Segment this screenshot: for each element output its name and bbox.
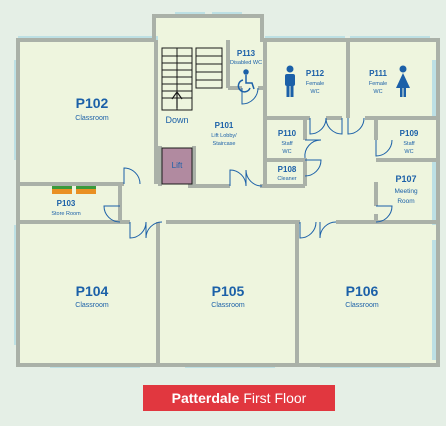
- store-shelf: [76, 186, 96, 194]
- store-shelf: [52, 186, 72, 194]
- staircase: [161, 47, 223, 111]
- p111-name2: WC: [373, 89, 382, 95]
- p108-name: Cleaner: [277, 176, 296, 182]
- p108-label: P108: [278, 165, 297, 174]
- p112-name: Female: [306, 81, 324, 87]
- floor-title: Patterdale First Floor: [143, 385, 335, 411]
- p105-name: Classroom: [211, 302, 245, 309]
- p111-label: P111: [369, 69, 387, 78]
- p109-label: P109: [400, 129, 419, 138]
- floor-name: First Floor: [243, 390, 307, 406]
- walls: [16, 14, 440, 367]
- person-icon: [285, 65, 295, 97]
- p107-name2: Room: [397, 198, 414, 205]
- p102-name: Classroom: [75, 115, 109, 122]
- p103-name: Store Room: [51, 211, 81, 217]
- building-outline: [18, 40, 438, 365]
- p106-name: Classroom: [345, 302, 379, 309]
- down-label: Down: [165, 115, 188, 125]
- p109-name2: WC: [404, 149, 413, 155]
- wheelchair-icon: [237, 69, 255, 93]
- p103-label: P103: [57, 199, 76, 208]
- p104-name: Classroom: [75, 302, 109, 309]
- p105-label: P105: [212, 283, 245, 299]
- lift[interactable]: [161, 147, 193, 185]
- p101-name: Lift Lobby/: [211, 133, 237, 139]
- p112-name2: WC: [310, 89, 319, 95]
- p102-label: P102: [76, 95, 109, 111]
- p101-name2: Staircase: [213, 141, 236, 147]
- p111-name: Female: [369, 81, 387, 87]
- p113-name: Disabled WC: [230, 60, 262, 66]
- woman-icon: [396, 65, 410, 97]
- stair-tower: [152, 14, 264, 44]
- p109-name: Staff: [403, 141, 415, 147]
- p110-label: P110: [278, 129, 297, 138]
- p107-name: Meeting: [394, 188, 418, 195]
- p107-label: P107: [395, 174, 416, 184]
- doors: [103, 87, 393, 239]
- down-arrow-icon: [171, 90, 183, 108]
- p106-label: P106: [346, 283, 379, 299]
- p112-label: P112: [306, 69, 325, 78]
- p113-label: P113: [237, 49, 256, 58]
- building-name: Patterdale: [171, 390, 240, 406]
- lift-label: Lift: [172, 161, 183, 170]
- p101-label: P101: [215, 121, 234, 130]
- p110-name: Staff: [281, 141, 293, 147]
- p110-name2: WC: [282, 149, 291, 155]
- p104-label: P104: [76, 283, 109, 299]
